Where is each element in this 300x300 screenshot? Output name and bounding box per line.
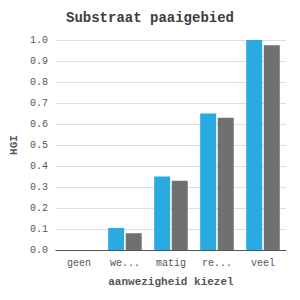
svg-text:veel: veel	[251, 258, 275, 269]
svg-text:we...: we...	[110, 258, 140, 269]
svg-text:0.1: 0.1	[30, 224, 48, 235]
svg-text:HGI: HGI	[8, 135, 20, 155]
svg-text:geen: geen	[67, 258, 91, 269]
svg-text:matig: matig	[156, 258, 186, 269]
svg-text:1.0: 1.0	[30, 35, 48, 46]
svg-text:0.2: 0.2	[30, 203, 48, 214]
svg-text:0.3: 0.3	[30, 182, 48, 193]
svg-text:0.9: 0.9	[30, 56, 48, 67]
svg-text:0.8: 0.8	[30, 77, 48, 88]
svg-text:0.5: 0.5	[30, 140, 48, 151]
svg-text:0.0: 0.0	[30, 245, 48, 256]
svg-text:Substraat paaigebied: Substraat paaigebied	[66, 10, 234, 26]
svg-text:0.7: 0.7	[30, 98, 48, 109]
svg-text:0.6: 0.6	[30, 119, 48, 130]
svg-text:aanwezigheid kiezel: aanwezigheid kiezel	[108, 276, 234, 288]
svg-text:re...: re...	[202, 258, 232, 269]
svg-text:0.4: 0.4	[30, 161, 48, 172]
